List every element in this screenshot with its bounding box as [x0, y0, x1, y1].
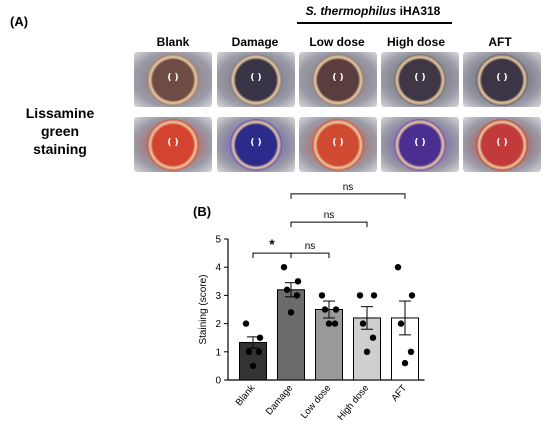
eye-glint-icon: ( ) [332, 138, 344, 149]
data-point [287, 309, 295, 316]
eye-iris [230, 118, 282, 171]
significance-bracket [290, 252, 330, 259]
panel-a-label: (A) [10, 14, 29, 29]
eye-glint-icon: ( ) [332, 73, 344, 84]
column-header-high-dose: High dose [386, 35, 445, 49]
data-point [318, 292, 326, 299]
data-point [242, 320, 250, 327]
eye-photo-bottom-0: ( ) [134, 117, 212, 172]
x-tick-label: Damage [264, 383, 296, 418]
eye-photo-bottom-4: ( ) [463, 117, 541, 172]
data-point [370, 292, 378, 299]
data-point [332, 306, 340, 313]
significance-label: ns [343, 182, 354, 193]
group-header: S. thermophilus iHA318 [298, 4, 448, 18]
x-tick-label: Blank [234, 383, 258, 408]
eye-iris [147, 118, 199, 171]
y-tick-label: 5 [215, 235, 221, 246]
data-point [363, 348, 371, 355]
data-point [359, 320, 367, 327]
eye-glint-icon: ( ) [496, 73, 508, 84]
significance-bracket [290, 193, 406, 199]
eye-photo-bottom-3: ( ) [381, 117, 459, 172]
eye-photo-bottom-2: ( ) [299, 117, 377, 172]
eye-glint-icon: ( ) [414, 138, 426, 149]
group-header-strain: iHA318 [396, 4, 441, 18]
eye-glint-icon: ( ) [414, 73, 426, 84]
y-tick-label: 1 [215, 347, 221, 358]
eye-glint-icon: ( ) [250, 138, 262, 149]
data-point [255, 348, 263, 355]
column-header-blank: Blank [156, 35, 190, 49]
eye-iris [312, 53, 364, 106]
column-header-aft: AFT [488, 35, 512, 49]
data-point [331, 320, 339, 327]
significance-bracket [252, 252, 292, 259]
data-point [256, 334, 264, 341]
y-tick-label: 2 [215, 319, 221, 330]
data-point [325, 320, 333, 327]
x-tick-label: AFT [389, 383, 409, 404]
column-header-damage: Damage [231, 35, 279, 49]
eye-photo-top-3: ( ) [381, 52, 459, 107]
significance-label: * [269, 236, 275, 252]
data-point [294, 278, 302, 285]
x-tick-label: High dose [335, 383, 371, 423]
data-point [245, 348, 253, 355]
y-axis-label: Staining (score) [198, 274, 209, 344]
eye-glint-icon: ( ) [167, 138, 179, 149]
y-tick-label: 3 [215, 291, 221, 302]
group-header-underline [297, 22, 452, 24]
eye-iris [147, 53, 199, 106]
eye-photo-top-0: ( ) [134, 52, 212, 107]
eye-glint-icon: ( ) [496, 138, 508, 149]
data-point [280, 264, 288, 271]
data-point [394, 264, 402, 271]
data-point [356, 292, 364, 299]
eye-iris [476, 53, 528, 106]
data-point [369, 334, 377, 341]
eye-iris [394, 53, 446, 106]
eye-photo-top-4: ( ) [463, 52, 541, 107]
eye-photo-top-1: ( ) [217, 52, 295, 107]
row-label-line1: Lissamine green [25, 105, 95, 139]
data-point [321, 306, 329, 313]
bar-damage [277, 289, 305, 381]
bar-low-dose [315, 309, 343, 381]
x-tick-label: Low dose [299, 383, 334, 421]
data-point [249, 362, 257, 370]
group-header-species: S. thermophilus [305, 4, 397, 18]
significance-label: ns [324, 210, 335, 221]
eye-iris [394, 118, 446, 171]
data-point [408, 292, 416, 299]
y-tick-label: 0 [215, 376, 221, 387]
eye-photo-bottom-1: ( ) [217, 117, 295, 172]
y-tick-label: 4 [215, 263, 221, 274]
row-label-line2: staining [33, 141, 87, 157]
data-point [293, 292, 301, 299]
data-point [397, 320, 405, 327]
row-label: Lissamine green staining [5, 104, 115, 158]
eye-photo-top-2: ( ) [299, 52, 377, 107]
significance-bracket [290, 221, 368, 228]
significance-label: ns [305, 241, 316, 252]
eye-glint-icon: ( ) [250, 73, 262, 84]
eye-iris [230, 53, 282, 106]
data-point [407, 348, 415, 355]
panel-b-label: (B) [193, 204, 212, 219]
eye-glint-icon: ( ) [167, 73, 179, 84]
eye-iris [312, 118, 364, 171]
data-point [283, 286, 291, 293]
column-header-low-dose: Low dose [309, 35, 365, 49]
eye-iris [476, 118, 528, 171]
data-point [401, 359, 409, 367]
